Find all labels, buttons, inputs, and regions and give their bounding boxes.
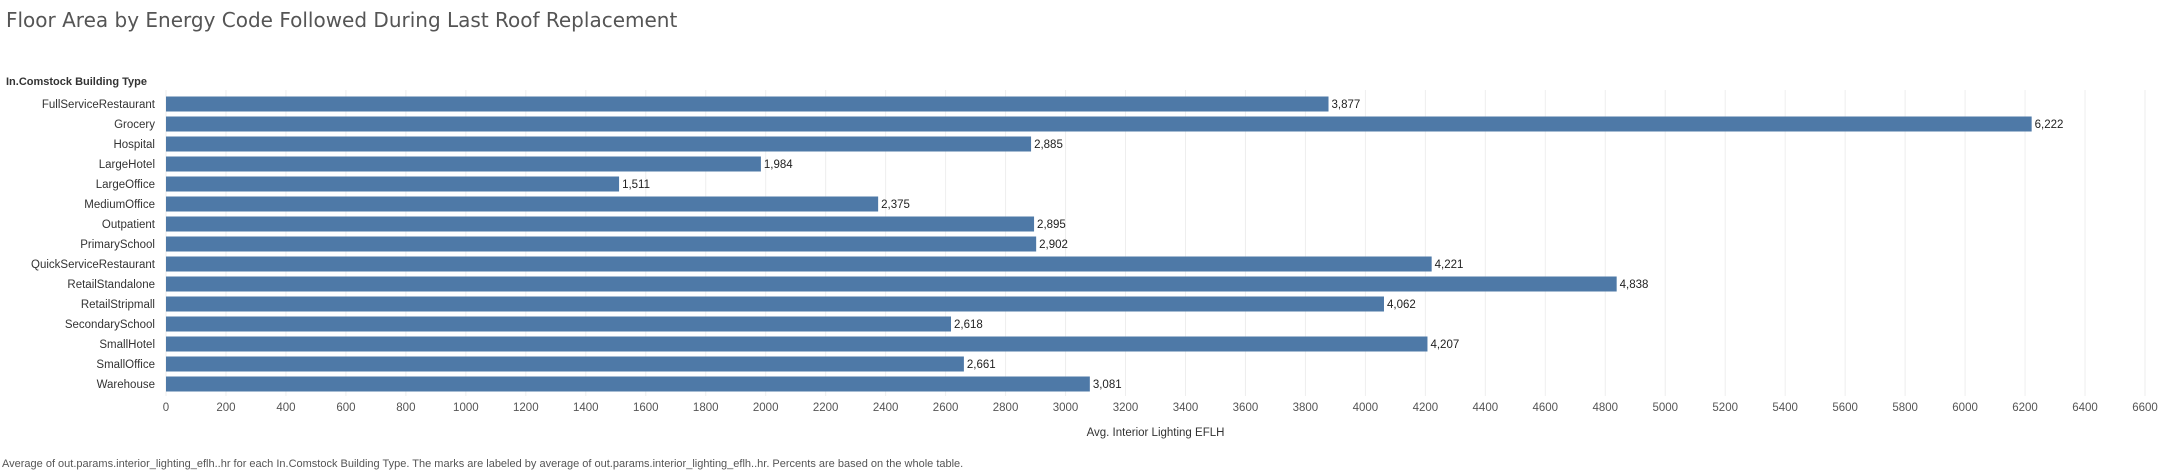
x-tick-label: 600 xyxy=(336,402,355,414)
x-tick-label: 1200 xyxy=(513,402,539,414)
category-label: RetailStripmall xyxy=(81,299,155,311)
x-tick-label: 5200 xyxy=(1712,402,1738,414)
x-tick-label: 400 xyxy=(276,402,295,414)
x-tick-label: 2200 xyxy=(813,402,839,414)
x-tick-label: 4600 xyxy=(1533,402,1559,414)
x-tick-label: 6600 xyxy=(2132,402,2158,414)
x-tick-label: 5400 xyxy=(1772,402,1798,414)
x-tick-label: 3200 xyxy=(1113,402,1139,414)
category-label: SecondarySchool xyxy=(65,319,155,331)
x-tick-label: 5000 xyxy=(1652,402,1678,414)
category-label: RetailStandalone xyxy=(67,279,155,291)
x-tick-label: 1400 xyxy=(573,402,599,414)
y-axis-title: In.Comstock Building Type xyxy=(6,76,147,88)
bar[interactable] xyxy=(166,376,1090,392)
category-label: SmallHotel xyxy=(99,339,155,351)
category-label: Grocery xyxy=(114,119,155,131)
category-label: LargeOffice xyxy=(96,179,155,191)
x-tick-label: 4400 xyxy=(1473,402,1499,414)
x-tick-label: 3000 xyxy=(1053,402,1079,414)
data-label: 2,895 xyxy=(1037,219,1066,231)
data-label: 1,984 xyxy=(764,159,793,171)
x-axis-title: Avg. Interior Lighting EFLH xyxy=(1087,427,1225,439)
x-tick-label: 4200 xyxy=(1413,402,1439,414)
data-label: 4,207 xyxy=(1430,339,1459,351)
x-tick-label: 2000 xyxy=(753,402,779,414)
category-label: Warehouse xyxy=(97,379,155,391)
data-label: 2,885 xyxy=(1034,139,1063,151)
data-label: 1,511 xyxy=(622,179,650,191)
category-label: Hospital xyxy=(113,139,155,151)
bar[interactable] xyxy=(166,336,1428,352)
bar[interactable] xyxy=(166,296,1384,312)
x-tick-label: 3600 xyxy=(1233,402,1259,414)
x-tick-label: 5600 xyxy=(1832,402,1858,414)
x-tick-label: 4000 xyxy=(1353,402,1379,414)
data-label: 4,221 xyxy=(1435,259,1464,271)
category-label: FullServiceRestaurant xyxy=(42,99,156,111)
bar[interactable] xyxy=(166,276,1617,292)
chart-title: Floor Area by Energy Code Followed Durin… xyxy=(6,8,678,32)
x-tick-label: 2800 xyxy=(993,402,1019,414)
bar[interactable] xyxy=(166,216,1035,232)
bar[interactable] xyxy=(166,236,1037,252)
bars xyxy=(166,96,2032,392)
category-label: PrimarySchool xyxy=(80,239,155,251)
x-tick-label: 2400 xyxy=(873,402,899,414)
bar[interactable] xyxy=(166,256,1432,272)
category-label: QuickServiceRestaurant xyxy=(31,259,156,271)
x-tick-label: 4800 xyxy=(1592,402,1618,414)
data-label: 2,375 xyxy=(881,199,910,211)
category-label: SmallOffice xyxy=(96,359,155,371)
data-label: 4,838 xyxy=(1620,279,1649,291)
x-tick-label: 1800 xyxy=(693,402,719,414)
bar-chart: 3,877 6,222 2,885 1,984 1,511 2,375 2,895 2,902… xyxy=(31,90,2158,439)
category-label: Outpatient xyxy=(102,219,156,231)
data-label: 3,081 xyxy=(1093,379,1122,391)
x-tick-label: 3400 xyxy=(1173,402,1199,414)
x-tick-label: 1000 xyxy=(453,402,479,414)
x-tick-label: 1600 xyxy=(633,402,659,414)
category-label: MediumOffice xyxy=(84,199,155,211)
x-tick-label: 5800 xyxy=(1892,402,1918,414)
category-label: LargeHotel xyxy=(99,159,155,171)
data-label: 3,877 xyxy=(1332,99,1361,111)
category-labels: FullServiceRestaurant Grocery Hospital Larg… xyxy=(31,99,156,391)
x-tick-label: 2600 xyxy=(933,402,959,414)
data-label: 6,222 xyxy=(2035,119,2064,131)
x-tick-label: 6000 xyxy=(1952,402,1978,414)
x-tick-label: 3800 xyxy=(1293,402,1319,414)
data-label: 2,902 xyxy=(1039,239,1068,251)
x-tick-label: 0 xyxy=(163,402,169,414)
footnote: Average of out.params.interior_lighting_… xyxy=(2,458,964,470)
bar[interactable] xyxy=(166,116,2032,132)
bar[interactable] xyxy=(166,196,879,212)
data-labels: 3,877 6,222 2,885 1,984 1,511 2,375 2,895 2,902… xyxy=(622,99,2063,391)
bar[interactable] xyxy=(166,96,1329,112)
data-label: 4,062 xyxy=(1387,299,1416,311)
bar[interactable] xyxy=(166,156,761,172)
data-label: 2,618 xyxy=(954,319,983,331)
bar[interactable] xyxy=(166,176,620,192)
x-tick-label: 6400 xyxy=(2072,402,2098,414)
x-tick-label: 200 xyxy=(216,402,235,414)
x-tick-label: 6200 xyxy=(2012,402,2038,414)
x-tick-label: 800 xyxy=(396,402,415,414)
bar[interactable] xyxy=(166,356,964,372)
data-label: 2,661 xyxy=(967,359,996,371)
bar[interactable] xyxy=(166,316,952,332)
bar[interactable] xyxy=(166,136,1032,152)
x-tick-labels: 0 200 400 600 800 1000 1200 1400 1600 1800 2000 220… xyxy=(163,402,2158,414)
